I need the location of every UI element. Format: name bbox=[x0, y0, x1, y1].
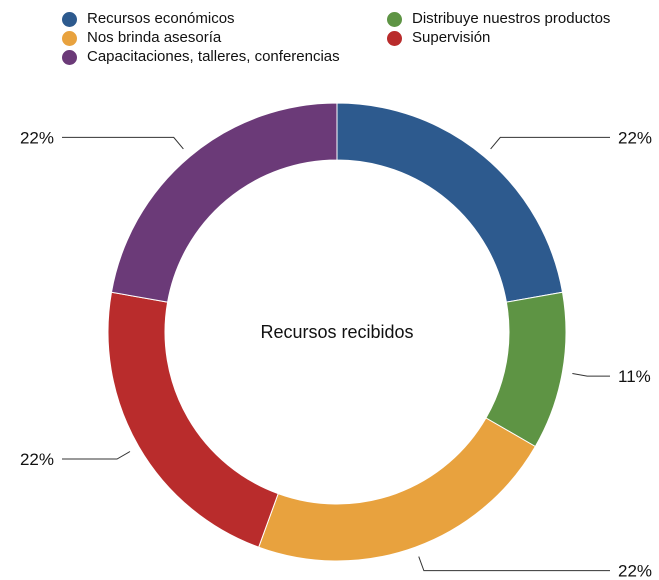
percent-label-supervision: 22% bbox=[20, 450, 54, 469]
leader-line-distribuye-nuestros-productos bbox=[572, 373, 610, 377]
leader-line-nos-brinda-asesoria bbox=[418, 556, 610, 572]
legend-label: Supervisión bbox=[412, 29, 491, 46]
leader-line-recursos-economicos bbox=[490, 136, 610, 150]
donut-slice-nos-brinda-asesoria bbox=[258, 417, 537, 562]
legend-swatch bbox=[62, 11, 77, 27]
percent-label-nos-brinda-asesoria: 22% bbox=[618, 562, 652, 580]
donut-slices bbox=[107, 102, 567, 562]
donut-slice-recursos-economicos bbox=[336, 102, 564, 303]
legend-label: Distribuye nuestros productos bbox=[412, 10, 611, 27]
legend-item-recursos-economicos: Recursos económicos bbox=[62, 10, 235, 28]
leader-line-capacitaciones-talleres-conferencias bbox=[62, 136, 184, 150]
percent-labels: 22% 11% 22% 22% 22% bbox=[20, 128, 652, 580]
legend-item-capacitaciones: Capacitaciones, talleres, conferencias bbox=[62, 48, 340, 66]
legend-item-supervision: Supervisión bbox=[387, 29, 490, 47]
donut-center-label: Recursos recibidos bbox=[260, 322, 413, 342]
legend-swatch bbox=[62, 49, 77, 65]
percent-label-distribuye-nuestros-productos: 11% bbox=[618, 367, 651, 386]
leader-line-supervision bbox=[62, 451, 131, 460]
percent-label-capacitaciones-talleres-conferencias: 22% bbox=[20, 128, 54, 147]
leader-lines bbox=[62, 136, 610, 572]
percent-label-recursos-economicos: 22% bbox=[618, 128, 652, 147]
legend-label: Nos brinda asesoría bbox=[87, 29, 222, 46]
donut-slice-capacitaciones-talleres-conferencias bbox=[110, 102, 338, 303]
donut-slice-distribuye-nuestros-productos bbox=[485, 291, 567, 448]
legend-swatch bbox=[387, 30, 402, 46]
legend-swatch bbox=[62, 30, 77, 46]
legend-label: Capacitaciones, talleres, conferencias bbox=[87, 48, 340, 65]
legend-swatch bbox=[387, 11, 402, 27]
legend-label: Recursos económicos bbox=[87, 10, 235, 27]
donut-slice-supervision bbox=[107, 291, 279, 548]
legend-item-distribuye-productos: Distribuye nuestros productos bbox=[387, 10, 610, 28]
legend-item-nos-brinda-asesoria: Nos brinda asesoría bbox=[62, 29, 221, 47]
chart-legend: Recursos económicos Nos brinda asesoría … bbox=[0, 0, 659, 72]
